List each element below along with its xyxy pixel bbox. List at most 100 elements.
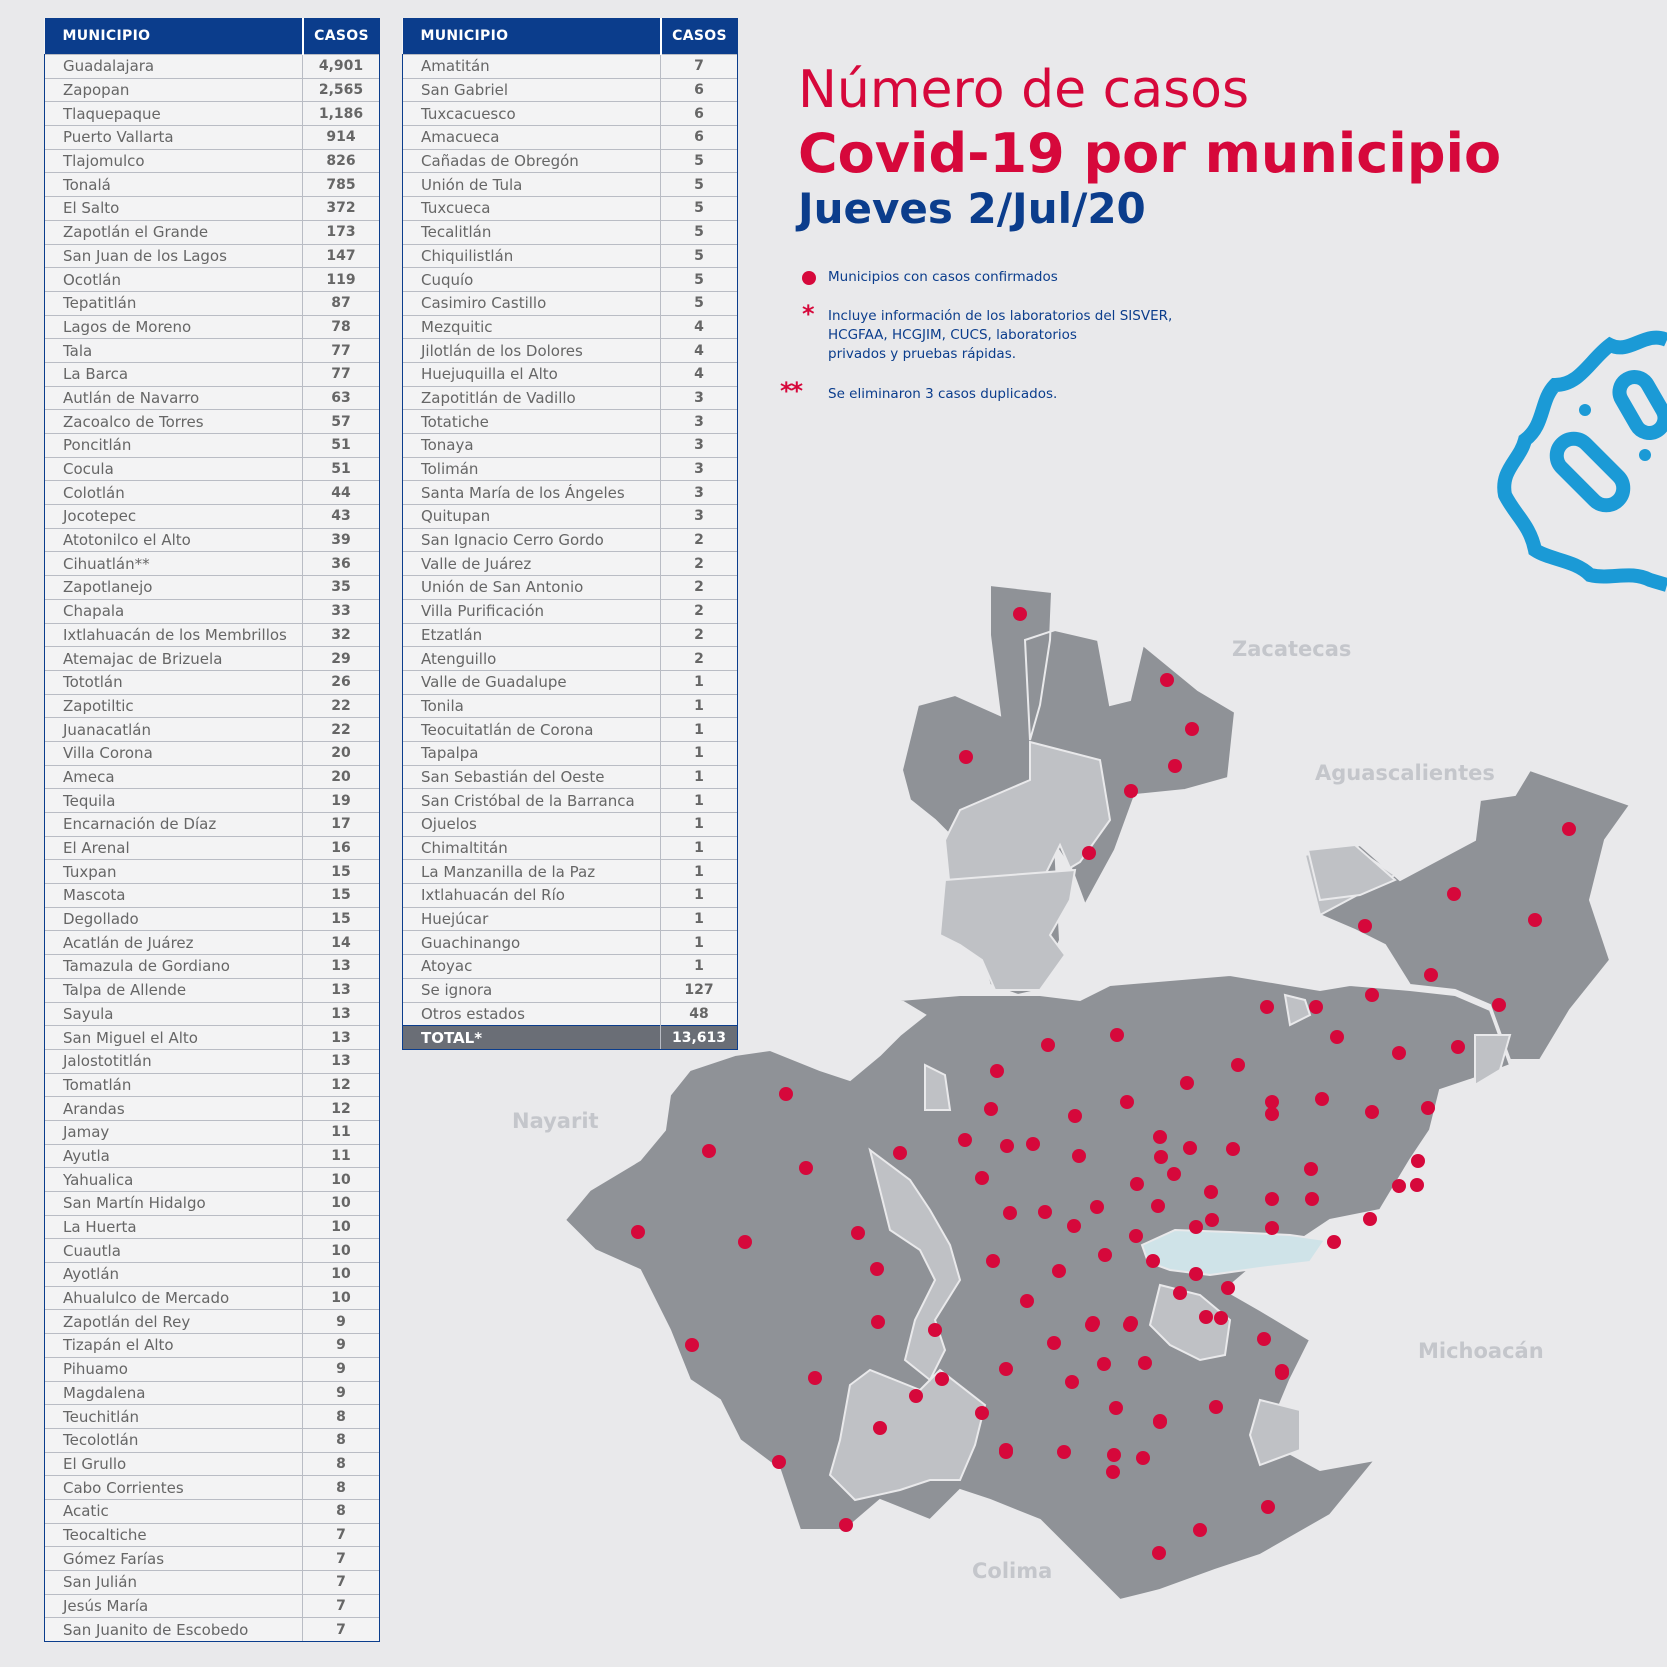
municipio-name: Zapotlán el Grande bbox=[44, 219, 303, 244]
casos-value: 1 bbox=[660, 788, 738, 813]
municipio-name: Ojuelos bbox=[402, 812, 661, 837]
table-row: Colotlán 44 bbox=[44, 480, 380, 505]
casos-value: 4 bbox=[660, 314, 738, 339]
table-row: Amatitán 7 bbox=[402, 54, 738, 79]
table-row: Tuxcueca 5 bbox=[402, 196, 738, 221]
casos-value: 2 bbox=[660, 551, 738, 576]
table-row: Magdalena 9 bbox=[44, 1380, 380, 1405]
case-dot bbox=[779, 1087, 793, 1101]
case-dot bbox=[1130, 1177, 1144, 1191]
case-dot bbox=[1136, 1451, 1150, 1465]
municipio-name: Tala bbox=[44, 338, 303, 363]
casos-value: 147 bbox=[302, 243, 380, 268]
table-row: Juanacatlán 22 bbox=[44, 717, 380, 742]
case-dot bbox=[873, 1421, 887, 1435]
casos-value: 7 bbox=[302, 1617, 380, 1643]
region-se-light bbox=[1248, 1398, 1301, 1467]
state-label-aguascalientes: Aguascalientes bbox=[1315, 761, 1495, 785]
case-dot bbox=[1365, 988, 1379, 1002]
municipio-name: Tonalá bbox=[44, 172, 303, 197]
case-dot bbox=[935, 1372, 949, 1386]
table-row: Unión de San Antonio 2 bbox=[402, 575, 738, 600]
municipio-name: Amacueca bbox=[402, 125, 661, 150]
table-row: Cocula 51 bbox=[44, 456, 380, 481]
municipio-name: Chiquilistlán bbox=[402, 243, 661, 268]
total-label: TOTAL* bbox=[402, 1025, 661, 1050]
region-bajio-light bbox=[1283, 993, 1312, 1027]
case-dot bbox=[999, 1443, 1013, 1457]
casos-value: 13 bbox=[302, 977, 380, 1002]
table-row: Autlán de Navarro 63 bbox=[44, 385, 380, 410]
case-dot bbox=[1447, 887, 1461, 901]
municipio-name: Sayula bbox=[44, 1001, 303, 1026]
table-row: Pihuamo 9 bbox=[44, 1356, 380, 1381]
case-dot bbox=[1086, 1316, 1100, 1330]
casos-value: 35 bbox=[302, 575, 380, 600]
table-row: Puerto Vallarta 914 bbox=[44, 125, 380, 150]
table-row: Totatiche 3 bbox=[402, 409, 738, 434]
table-row: Arandas 12 bbox=[44, 1096, 380, 1121]
casos-value: 57 bbox=[302, 409, 380, 434]
table-row: Ocotlán 119 bbox=[44, 267, 380, 292]
municipio-name: Santa María de los Ángeles bbox=[402, 480, 661, 505]
municipio-name: Zapopan bbox=[44, 77, 303, 102]
municipio-name: El Grullo bbox=[44, 1451, 303, 1476]
casos-value: 5 bbox=[660, 243, 738, 268]
case-dot bbox=[1109, 1401, 1123, 1415]
municipio-name: Chapala bbox=[44, 598, 303, 623]
casos-value: 33 bbox=[302, 598, 380, 623]
case-dot bbox=[1151, 1199, 1165, 1213]
case-dot bbox=[1451, 1040, 1465, 1054]
case-dot bbox=[1057, 1445, 1071, 1459]
casos-value: 63 bbox=[302, 385, 380, 410]
table-row: Zacoalco de Torres 57 bbox=[44, 409, 380, 434]
municipio-name: Ameca bbox=[44, 764, 303, 789]
region-central bbox=[563, 973, 1512, 1602]
case-dot bbox=[1363, 1212, 1377, 1226]
casos-value: 14 bbox=[302, 930, 380, 955]
municipio-name: Atoyac bbox=[402, 954, 661, 979]
casos-value: 13 bbox=[302, 954, 380, 979]
case-dot bbox=[1110, 1028, 1124, 1042]
casos-value: 77 bbox=[302, 338, 380, 363]
casos-value: 3 bbox=[660, 409, 738, 434]
table-row: Jilotlán de los Dolores 4 bbox=[402, 338, 738, 363]
municipio-name: Jilotlán de los Dolores bbox=[402, 338, 661, 363]
casos-value: 3 bbox=[660, 385, 738, 410]
table-row: Tecalitlán 5 bbox=[402, 219, 738, 244]
casos-value: 43 bbox=[302, 504, 380, 529]
table-right: MUNICIPIO CASOS Amatitán 7 San Gabriel 6 Tux… bbox=[402, 18, 738, 1050]
casos-value: 7 bbox=[302, 1522, 380, 1547]
casos-value: 2 bbox=[660, 527, 738, 552]
municipio-name: Cuautla bbox=[44, 1238, 303, 1263]
case-dot bbox=[986, 1254, 1000, 1268]
table-row: San Miguel el Alto 13 bbox=[44, 1025, 380, 1050]
case-dot bbox=[1160, 673, 1174, 687]
municipio-name: Colotlán bbox=[44, 480, 303, 505]
table-row: Chiquilistlán 5 bbox=[402, 243, 738, 268]
municipio-name: Zapotlanejo bbox=[44, 575, 303, 600]
case-dot bbox=[1492, 998, 1506, 1012]
casos-value: 6 bbox=[660, 77, 738, 102]
municipio-name: Puerto Vallarta bbox=[44, 125, 303, 150]
case-dot bbox=[1098, 1248, 1112, 1262]
table-row: Tequila 19 bbox=[44, 788, 380, 813]
table-row: Ahualulco de Mercado 10 bbox=[44, 1285, 380, 1310]
table-row: Villa Purificación 2 bbox=[402, 598, 738, 623]
casos-value: 127 bbox=[660, 977, 738, 1002]
case-dot bbox=[1261, 1500, 1275, 1514]
municipio-name: Yahualica bbox=[44, 1167, 303, 1192]
table-row: Ixtlahuacán de los Membrillos 32 bbox=[44, 622, 380, 647]
casos-value: 44 bbox=[302, 480, 380, 505]
casos-value: 5 bbox=[660, 219, 738, 244]
state-label-zacatecas: Zacatecas bbox=[1232, 637, 1351, 661]
casos-value: 826 bbox=[302, 148, 380, 173]
case-dot bbox=[1421, 1101, 1435, 1115]
region-west-light2 bbox=[924, 1063, 952, 1111]
region-altos-norte bbox=[1303, 768, 1632, 1061]
municipio-name: Zacoalco de Torres bbox=[44, 409, 303, 434]
case-dot bbox=[1275, 1366, 1289, 1380]
municipio-name: La Barca bbox=[44, 361, 303, 387]
table-row: Poncitlán 51 bbox=[44, 433, 380, 458]
table-row: El Grullo 8 bbox=[44, 1451, 380, 1476]
